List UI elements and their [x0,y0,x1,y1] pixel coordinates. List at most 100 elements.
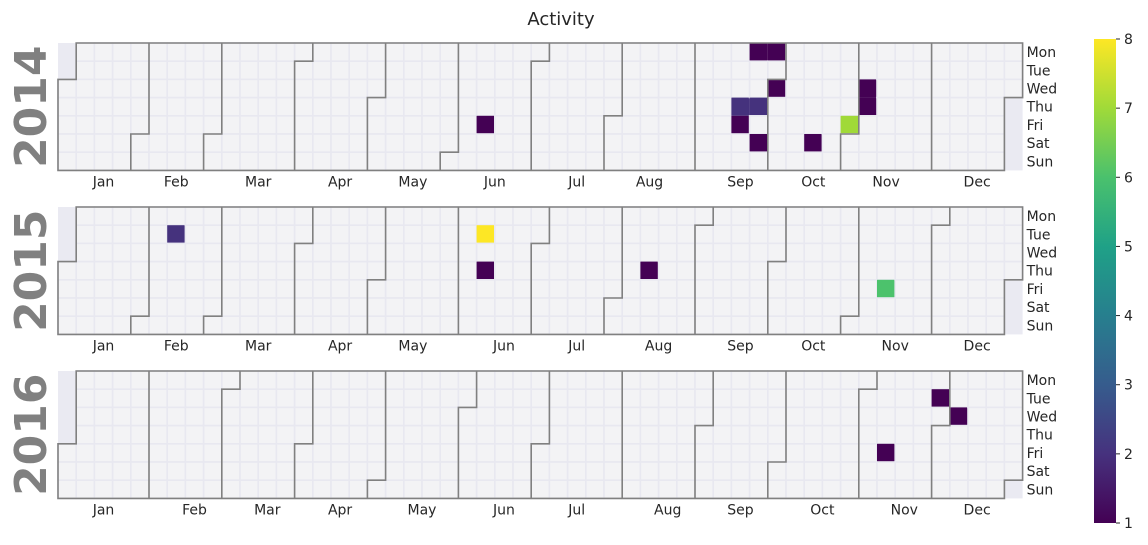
day-cell [75,224,96,245]
day-cell [985,224,1006,245]
day-cell [785,224,806,245]
day-cell [239,297,260,318]
day-cell [493,315,514,336]
day-cell [694,278,715,299]
day-cell [894,442,915,463]
day-cell [439,406,460,427]
day-cell [257,479,278,500]
day-cell [75,388,96,409]
day-cell [785,388,806,409]
day-cell [184,242,205,263]
month-border [293,371,314,499]
day-cell [130,206,150,227]
day-cell [985,315,1006,336]
month-label-nov: Nov [872,174,899,190]
day-cell [166,133,187,154]
day-cell [657,206,678,227]
day-cell [366,388,387,409]
day-cell [639,297,660,318]
day-cell [530,388,551,409]
day-cell [985,479,1006,500]
day-cell [202,60,223,81]
day-cell [948,461,969,482]
day-cell [967,297,988,318]
day-cell [821,406,842,427]
day-cell [421,442,442,463]
day-cell [293,297,314,318]
day-cell [785,60,806,81]
day-cell [348,260,369,281]
month-border [221,371,241,499]
day-cell [166,388,187,409]
weekday-label-fri: Fri [1027,446,1044,462]
day-cell [402,315,423,336]
day-cell [912,388,933,409]
day-cell [348,60,369,81]
day-cell [475,370,496,391]
day-cell [694,297,715,318]
day-cell [785,260,806,281]
day-cell [839,461,860,482]
day-cell [184,461,205,482]
day-cell [184,133,205,154]
day-cell [785,370,806,391]
day-cell [221,370,241,391]
day-cell [985,206,1006,227]
day-cell [894,78,915,99]
day-cell [293,388,314,409]
day-cell [330,78,351,99]
day-cell [530,133,551,154]
day-cell [493,78,514,99]
day-cell [275,315,296,336]
day-cell [530,78,551,99]
day-cell [111,461,132,482]
month-label-oct: Oct [801,338,826,354]
day-cell [530,297,551,318]
day-cell [857,42,878,63]
day-cell [239,115,260,135]
day-cell [584,78,605,99]
day-cell [730,315,751,336]
day-cell [930,60,951,81]
day-cell [675,78,696,99]
day-cell [184,260,205,281]
day-cell [130,78,150,99]
day-cell [75,461,96,482]
year-panels: Jan Feb Mar Apr May Jun Jul Aug Sep Oct Nov Dec Mon T… [6,42,1057,518]
day-cell [130,42,150,63]
day-cell [184,370,205,391]
month-label-jul: Jul [567,174,585,190]
day-cell [166,315,187,336]
month-label-sep: Sep [727,338,754,354]
day-cell [748,388,769,409]
day-cell [857,406,878,427]
day-cell [311,151,332,172]
day-cell [948,115,969,135]
day-cell [366,206,387,227]
day-cell [803,260,824,281]
day-cell [857,224,878,245]
day-cell [621,388,642,409]
day-cell [475,242,496,263]
day-cell [748,315,769,336]
day-cell [985,260,1006,281]
day-cell [130,278,150,299]
day-cell [876,260,897,281]
day-cell [402,297,423,318]
day-cell [457,315,478,336]
day-cell [657,224,678,245]
day-cell [584,115,605,135]
day-cell [348,479,369,500]
day-cell [603,479,624,500]
day-cell [748,297,769,318]
day-cell [366,260,387,281]
day-cell [402,479,423,500]
day-cell [57,278,78,299]
day-cell [694,206,715,227]
day-cell [675,406,696,427]
day-cell [785,151,806,172]
day-cell [57,479,78,500]
day-cell [221,224,241,245]
day-cell [566,224,587,245]
weekday-label-tue: Tue [1026,63,1051,79]
